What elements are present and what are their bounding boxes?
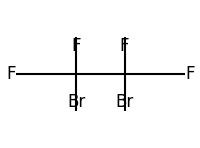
Text: F: F [119,37,129,55]
Text: F: F [71,37,81,55]
Text: Br: Br [115,93,133,111]
Text: F: F [7,65,16,83]
Text: Br: Br [67,93,85,111]
Text: F: F [184,65,193,83]
